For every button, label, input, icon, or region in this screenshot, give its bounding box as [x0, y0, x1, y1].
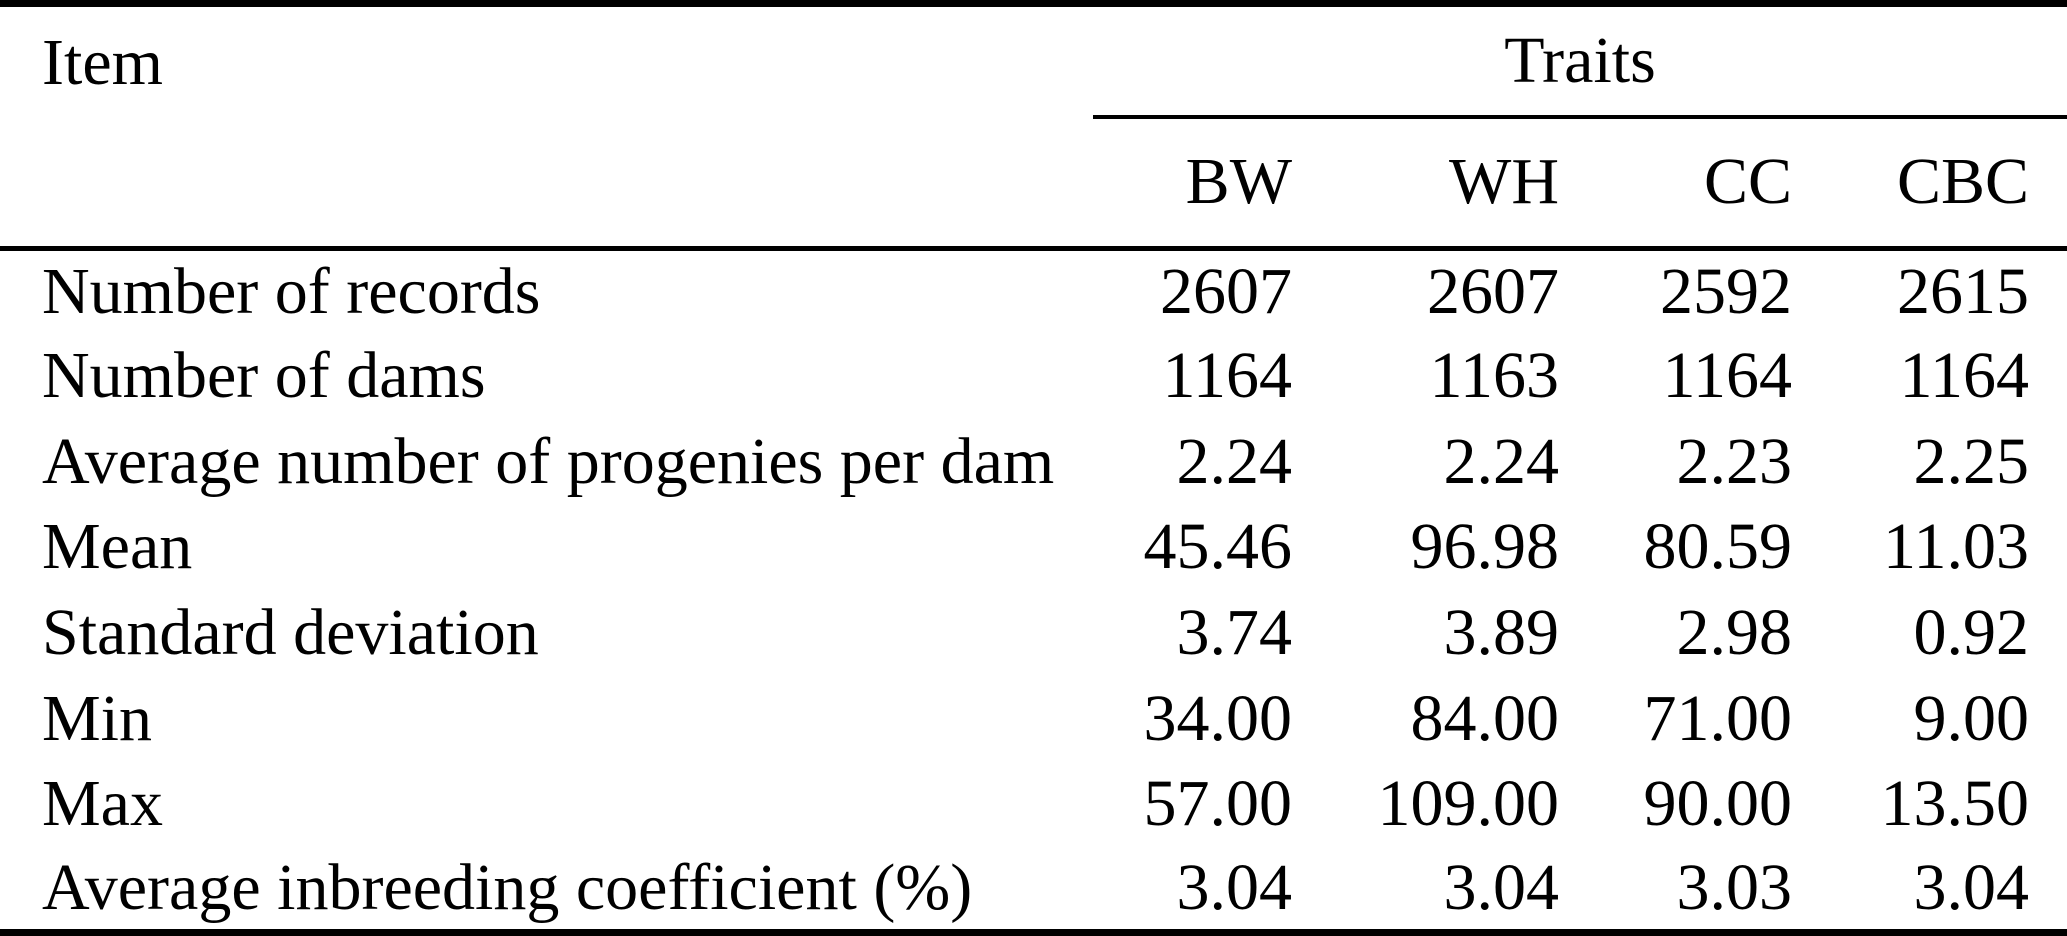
value-cell: 2.24: [1176, 424, 1293, 498]
trait-column-header-cbc: CBC: [1830, 117, 2067, 251]
value-cell: 2.23: [1676, 424, 1793, 498]
item-column-header: Item: [0, 3, 1093, 251]
row-label: Number of records: [42, 255, 541, 329]
trait-column-header-bw: BW: [1093, 117, 1330, 251]
row-label: Average inbreeding coefficient (%): [42, 850, 973, 924]
row-label: Number of dams: [42, 339, 486, 413]
value-cell: 3.03: [1676, 850, 1793, 924]
traits-spanner-header: Traits: [1093, 3, 2067, 119]
table-row: Max 57.00 109.00 90.00 13.50: [0, 761, 2067, 847]
value-cell: 9.00: [1913, 681, 2030, 755]
value-cell: 45.46: [1143, 510, 1293, 584]
value-cell: 1164: [1662, 339, 1792, 413]
table-row: Mean 45.46 96.98 80.59 11.03: [0, 505, 2067, 591]
trait-column-header-wh: WH: [1330, 117, 1597, 251]
value-cell: 2.25: [1913, 424, 2030, 498]
table-row: Min 34.00 84.00 71.00 9.00: [0, 676, 2067, 762]
value-cell: 2.98: [1676, 596, 1793, 670]
value-cell: 90.00: [1643, 767, 1793, 841]
value-cell: 2592: [1660, 255, 1792, 329]
value-cell: 2607: [1160, 255, 1292, 329]
value-cell: 2607: [1427, 255, 1559, 329]
row-label: Average number of progenies per dam: [42, 424, 1055, 498]
value-cell: 3.04: [1176, 850, 1293, 924]
value-cell: 2.24: [1443, 424, 1560, 498]
value-cell: 3.89: [1443, 596, 1560, 670]
value-cell: 3.04: [1443, 850, 1560, 924]
value-cell: 2615: [1897, 255, 2030, 329]
table-row: Number of dams 1164 1163 1164 1164: [0, 334, 2067, 420]
value-cell: 1164: [1162, 339, 1292, 413]
value-cell: 57.00: [1143, 767, 1293, 841]
value-cell: 0.92: [1913, 596, 2030, 670]
trait-column-header-cc: CC: [1597, 117, 1830, 251]
table-row: Number of records 2607 2607 2592 2615: [0, 248, 2067, 334]
table-row: Average number of progenies per dam 2.24…: [0, 419, 2067, 505]
row-label: Mean: [42, 510, 193, 584]
value-cell: 13.50: [1880, 767, 2030, 841]
value-cell: 34.00: [1143, 681, 1293, 755]
value-cell: 1164: [1899, 339, 2030, 413]
value-cell: 109.00: [1377, 767, 1560, 841]
row-label: Standard deviation: [42, 596, 539, 670]
value-cell: 1163: [1429, 339, 1559, 413]
value-cell: 3.74: [1176, 596, 1293, 670]
row-label: Min: [42, 681, 153, 755]
value-cell: 11.03: [1882, 510, 2030, 584]
value-cell: 84.00: [1410, 681, 1560, 755]
value-cell: 96.98: [1410, 510, 1560, 584]
table-row: Standard deviation 3.74 3.89 2.98 0.92: [0, 590, 2067, 676]
row-label: Max: [42, 767, 163, 841]
header-row-spanner: Item Traits: [0, 3, 2067, 251]
value-cell: 80.59: [1643, 510, 1793, 584]
table-row: Average inbreeding coefficient (%) 3.04 …: [0, 847, 2067, 933]
value-cell: 3.04: [1913, 850, 2030, 924]
header-row-columns: BW WH CC CBC: [0, 117, 2067, 251]
value-cell: 71.00: [1643, 681, 1793, 755]
